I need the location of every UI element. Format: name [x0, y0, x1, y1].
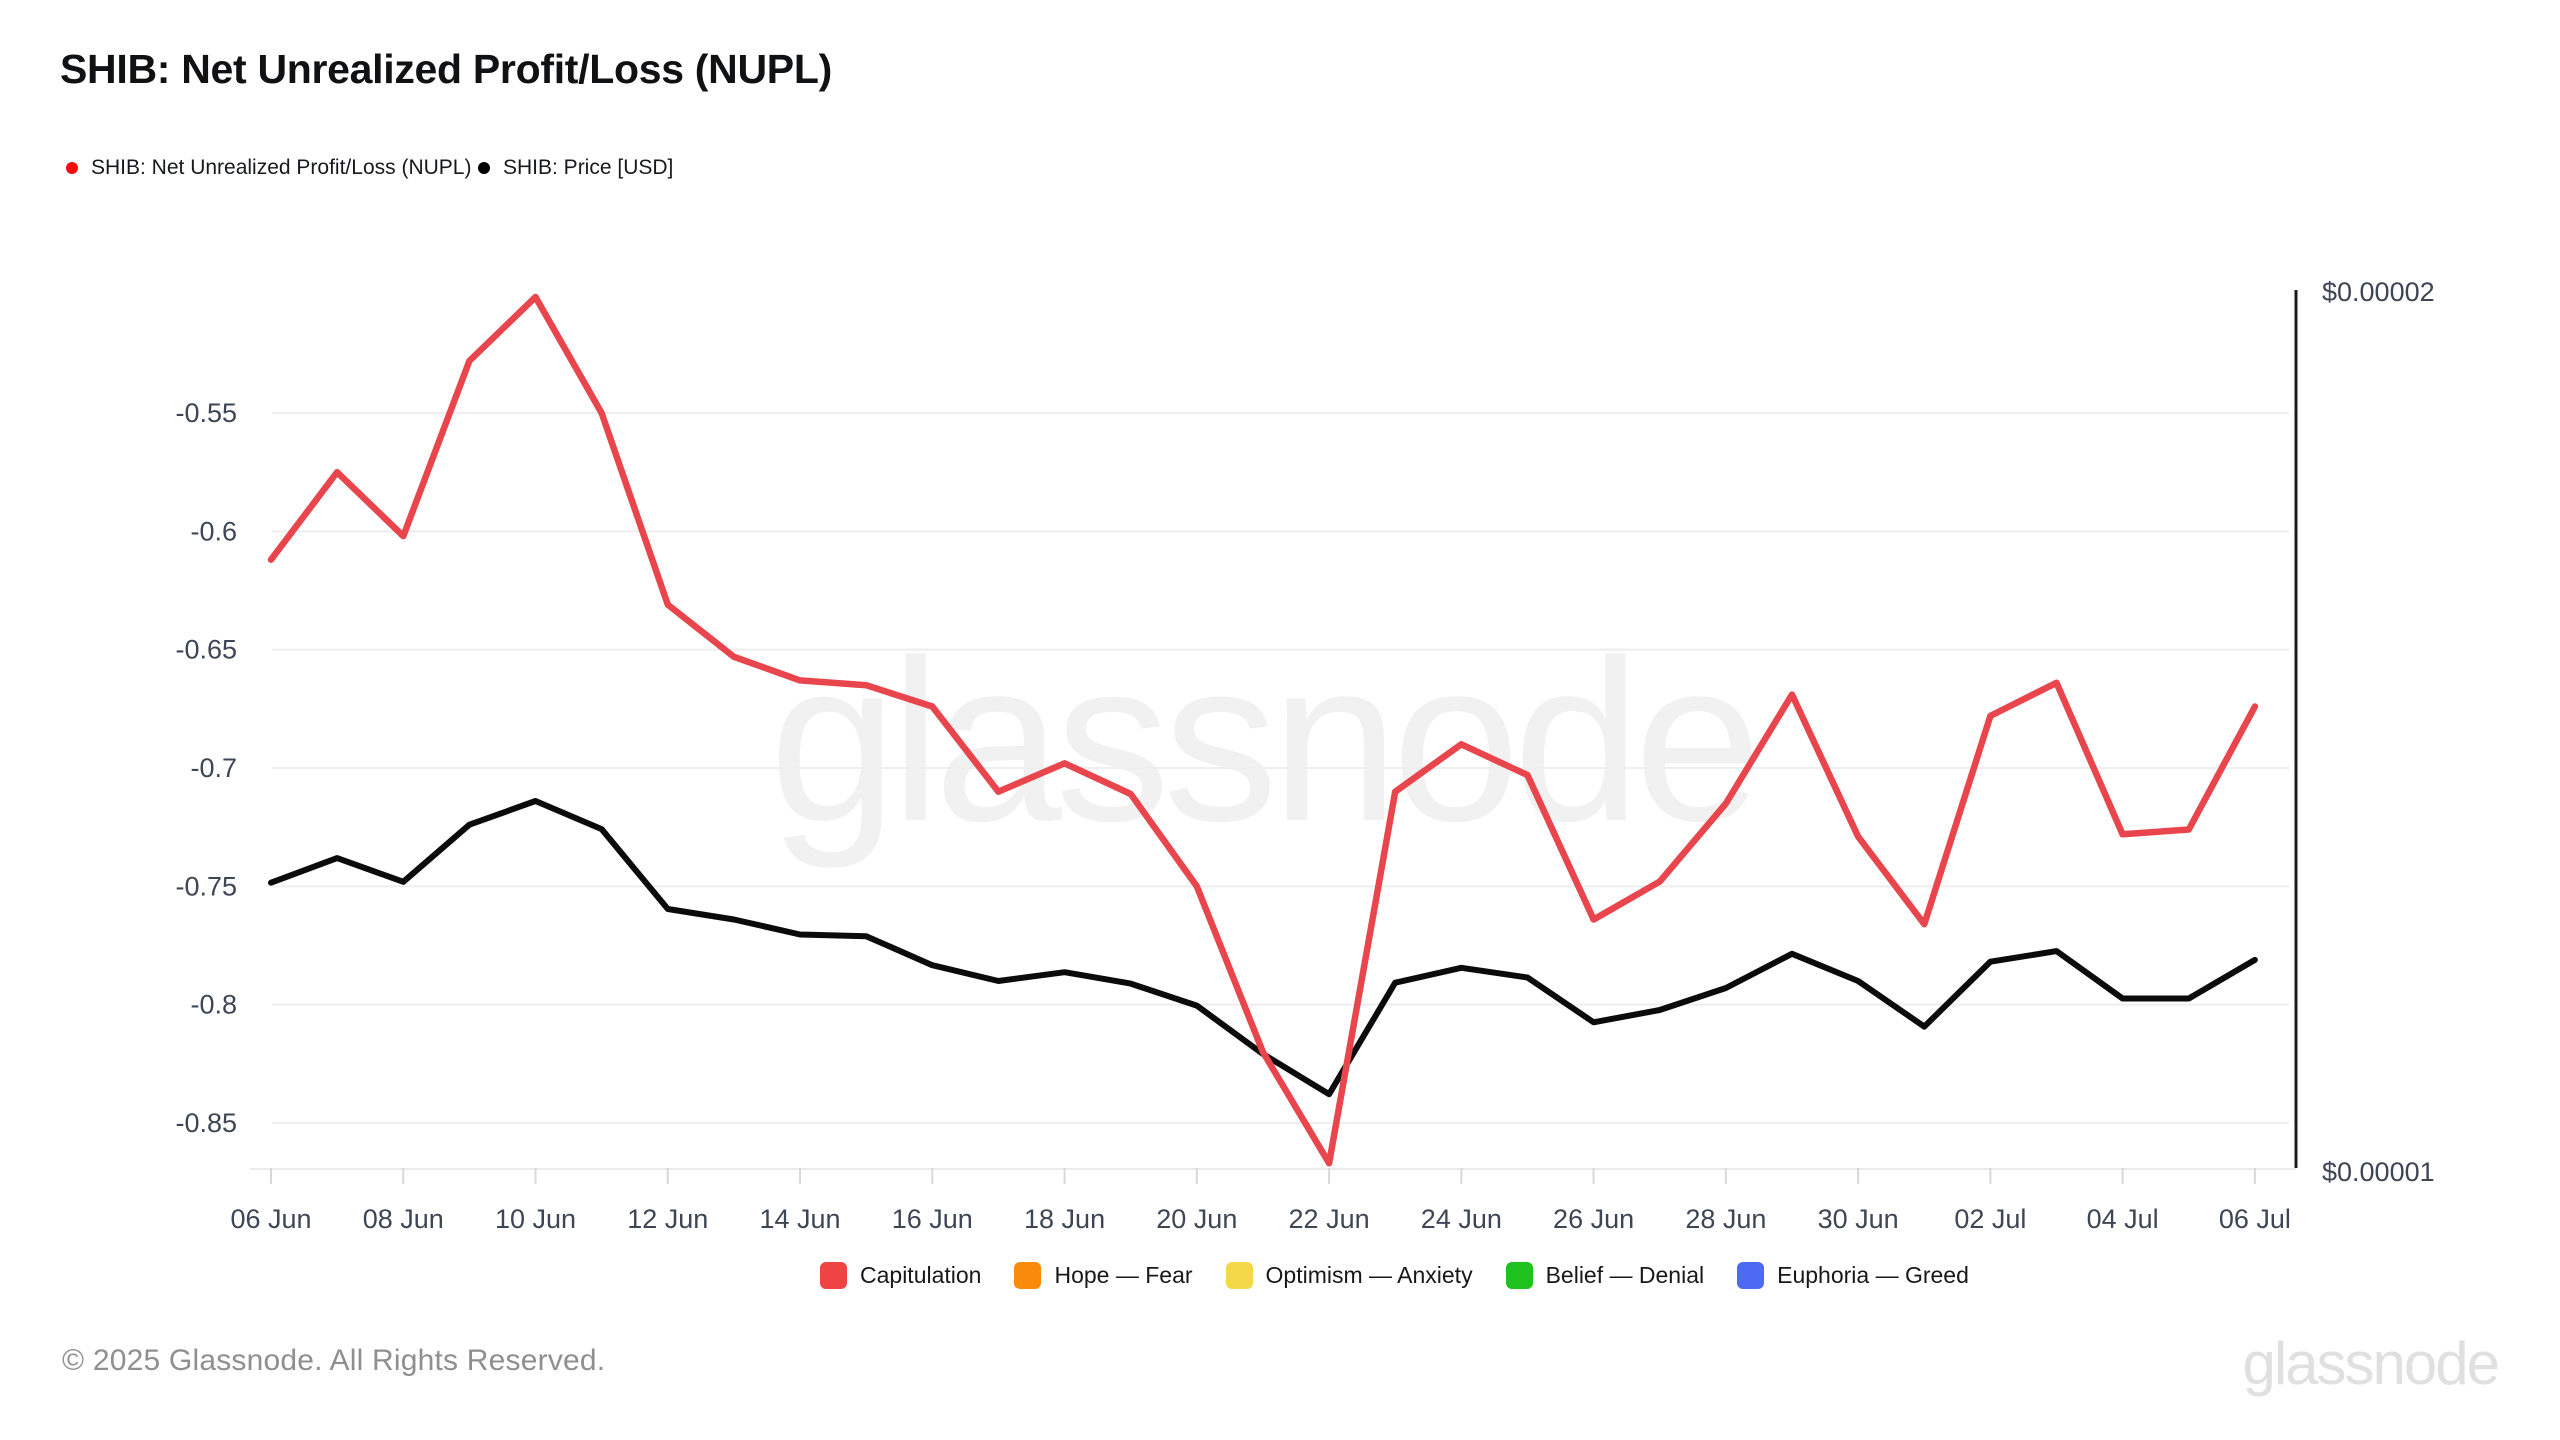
series-legend: SHIB: Net Unrealized Profit/Loss (NUPL) … — [0, 155, 2560, 185]
x-axis-tick-label: 24 Jun — [1421, 1204, 1502, 1234]
y-axis-tick-label: -0.65 — [175, 635, 237, 665]
y-axis-tick-label: -0.8 — [190, 990, 237, 1020]
zone-capitulation: Capitulation — [820, 1261, 981, 1289]
nupl-series-dot-icon — [66, 162, 78, 174]
x-axis-tick-label: 06 Jul — [2219, 1204, 2291, 1234]
price-series-dot-icon — [478, 162, 490, 174]
y-axis-tick-label: -0.85 — [175, 1108, 237, 1138]
y-axis-tick-label: -0.75 — [175, 871, 237, 901]
zone-optimism-anxiety: Optimism — Anxiety — [1225, 1261, 1473, 1289]
optimism-anxiety-swatch-icon — [1225, 1261, 1253, 1289]
x-axis-tick-label: 06 Jun — [230, 1204, 311, 1234]
x-axis-tick-label: 26 Jun — [1553, 1204, 1634, 1234]
glassnode-watermark-corner: glassnode — [2242, 1330, 2500, 1397]
hope-fear-swatch-icon — [1014, 1261, 1042, 1289]
x-axis-tick-label: 18 Jun — [1024, 1204, 1105, 1234]
zone-hope-fear: Hope — Fear — [1014, 1261, 1193, 1289]
legend-item-price[interactable]: SHIB: Price [USD] — [478, 155, 673, 181]
zone-euphoria-greed: Euphoria — Greed — [1737, 1261, 1969, 1289]
legend-item-nupl[interactable]: SHIB: Net Unrealized Profit/Loss (NUPL) — [66, 155, 471, 181]
legend-item-label: SHIB: Net Unrealized Profit/Loss (NUPL) — [91, 156, 472, 179]
x-axis-tick-label: 28 Jun — [1685, 1204, 1766, 1234]
legend-item-label: SHIB: Price [USD] — [503, 156, 674, 179]
x-axis-tick-label: 04 Jul — [2087, 1204, 2159, 1234]
x-axis-tick-label: 08 Jun — [363, 1204, 444, 1234]
belief-denial-swatch-icon — [1505, 1261, 1533, 1289]
right-axis-label-top: $0.00002 — [2322, 277, 2435, 307]
nupl-line — [267, 293, 2259, 1167]
x-axis-tick-label: 12 Jun — [627, 1204, 708, 1234]
y-axis-tick-label: -0.6 — [190, 516, 237, 546]
x-axis-tick-label: 14 Jun — [760, 1204, 841, 1234]
x-axis-tick-label: 10 Jun — [495, 1204, 576, 1234]
x-axis-tick-label: 22 Jun — [1289, 1204, 1370, 1234]
x-axis-tick-label: 30 Jun — [1818, 1204, 1899, 1234]
right-axis-label-bottom: $0.00001 — [2322, 1157, 2435, 1187]
capitulation-swatch-icon — [820, 1261, 847, 1289]
zone-belief-denial: Belief — Denial — [1505, 1261, 1704, 1289]
x-axis-tick-label: 16 Jun — [892, 1204, 973, 1234]
sentiment-zone-legend: Capitulation Hope — Fear Optimism — Anxi… — [820, 1259, 1969, 1291]
y-axis-tick-label: -0.7 — [190, 753, 237, 783]
euphoria-greed-swatch-icon — [1737, 1261, 1765, 1289]
x-axis-tick-label: 20 Jun — [1156, 1204, 1237, 1234]
x-axis-tick-label: 02 Jul — [1954, 1204, 2026, 1234]
copyright-text: © 2025 Glassnode. All Rights Reserved. — [62, 1344, 606, 1377]
y-axis-tick-label: -0.55 — [175, 398, 237, 428]
page-title: SHIB: Net Unrealized Profit/Loss (NUPL) — [60, 46, 832, 92]
